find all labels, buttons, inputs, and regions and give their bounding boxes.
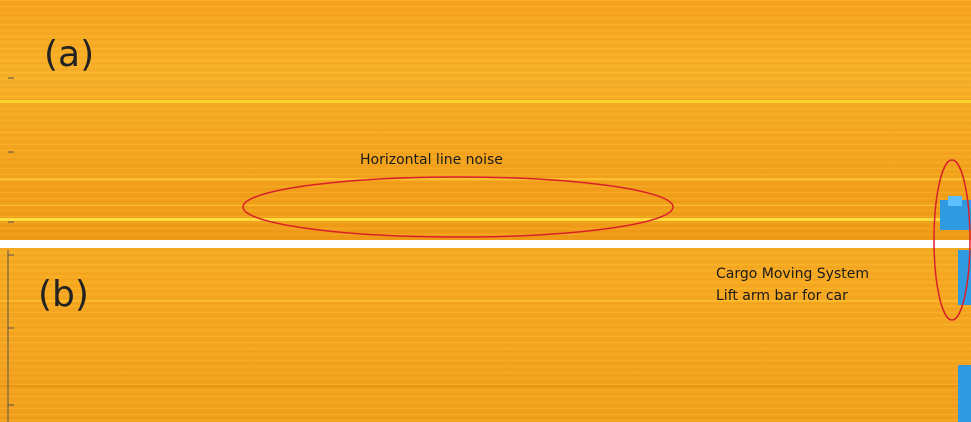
highlight-ellipse xyxy=(242,176,674,238)
panel-a: (a) Horizontal line noise xyxy=(0,0,971,240)
panel-b: (b) Cargo Moving System Lift arm bar for… xyxy=(0,248,971,422)
annotation: Lift arm bar for car xyxy=(716,288,848,304)
annotation: Cargo Moving System xyxy=(716,266,869,282)
panel-label: (a) xyxy=(44,34,94,75)
annotation: Horizontal line noise xyxy=(360,152,503,168)
panel-label: (b) xyxy=(38,274,89,315)
highlight-ellipse xyxy=(933,159,971,321)
